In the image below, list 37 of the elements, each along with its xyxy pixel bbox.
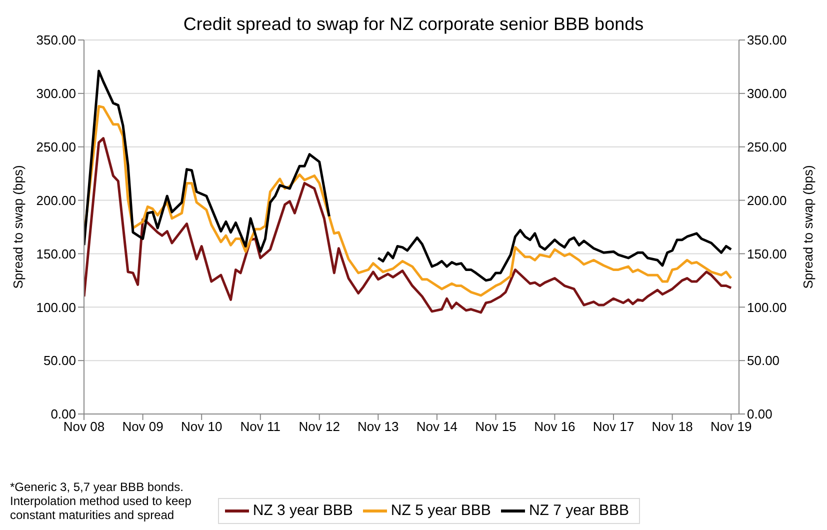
y-tick-label: 100.00 — [36, 300, 76, 315]
chart-title: Credit spread to swap for NZ corporate senior BBB bonds — [183, 14, 644, 34]
x-tick-label: Nov 11 — [240, 419, 281, 434]
y-tick-label: 150.00 — [36, 246, 76, 262]
y2-tick-label: 300.00 — [747, 86, 787, 102]
y-tick-label: 50.00 — [43, 353, 76, 368]
x-tick-label: Nov 19 — [710, 419, 752, 434]
x-tick-label: Nov 12 — [298, 419, 340, 434]
y-tick-label: 0.00 — [50, 406, 76, 422]
y2-tick-label: 50.00 — [747, 353, 780, 368]
x-tick-label: Nov 17 — [592, 419, 634, 434]
y2-tick-label: 100.00 — [747, 300, 787, 315]
line-series — [84, 105, 732, 297]
y2-tick-label: 200.00 — [747, 192, 787, 208]
y2-tick-label: 0.00 — [747, 406, 772, 422]
x-tick-label: Nov 16 — [534, 419, 576, 434]
y-tick-label: 250.00 — [36, 139, 76, 154]
x-tick-label: Nov 13 — [358, 419, 399, 434]
y-tick-label: 350.00 — [36, 32, 76, 48]
x-tick-label: Nov 15 — [475, 419, 516, 434]
y2-tick-label: 350.00 — [747, 32, 787, 48]
y-axis-title: Spread to swap (bps) — [10, 165, 26, 289]
x-tick-label: Nov 18 — [652, 419, 693, 434]
y-tick-label: 200.00 — [36, 192, 76, 208]
x-tick-label: Nov 10 — [180, 419, 222, 434]
legend-label: NZ 7 year BBB — [528, 502, 629, 519]
legend-label: NZ 3 year BBB — [252, 502, 353, 519]
x-tick-label: Nov 14 — [416, 419, 458, 434]
y-tick-label: 300.00 — [36, 86, 76, 102]
text: *Generic 3, 5,7 year BBB bonds. Interpolation method used to keep constant maturities and spread — [10, 480, 192, 522]
line-series — [84, 137, 732, 314]
y2-tick-label: 250.00 — [747, 139, 787, 154]
x-tick-label: Nov 08 — [63, 419, 105, 434]
x-tick-label: Nov 09 — [122, 419, 164, 434]
y2-axis-title: Spread to swap (bps) — [800, 165, 816, 289]
legend-label: NZ 5 year BBB — [390, 502, 491, 519]
y2-tick-label: 150.00 — [747, 246, 787, 262]
